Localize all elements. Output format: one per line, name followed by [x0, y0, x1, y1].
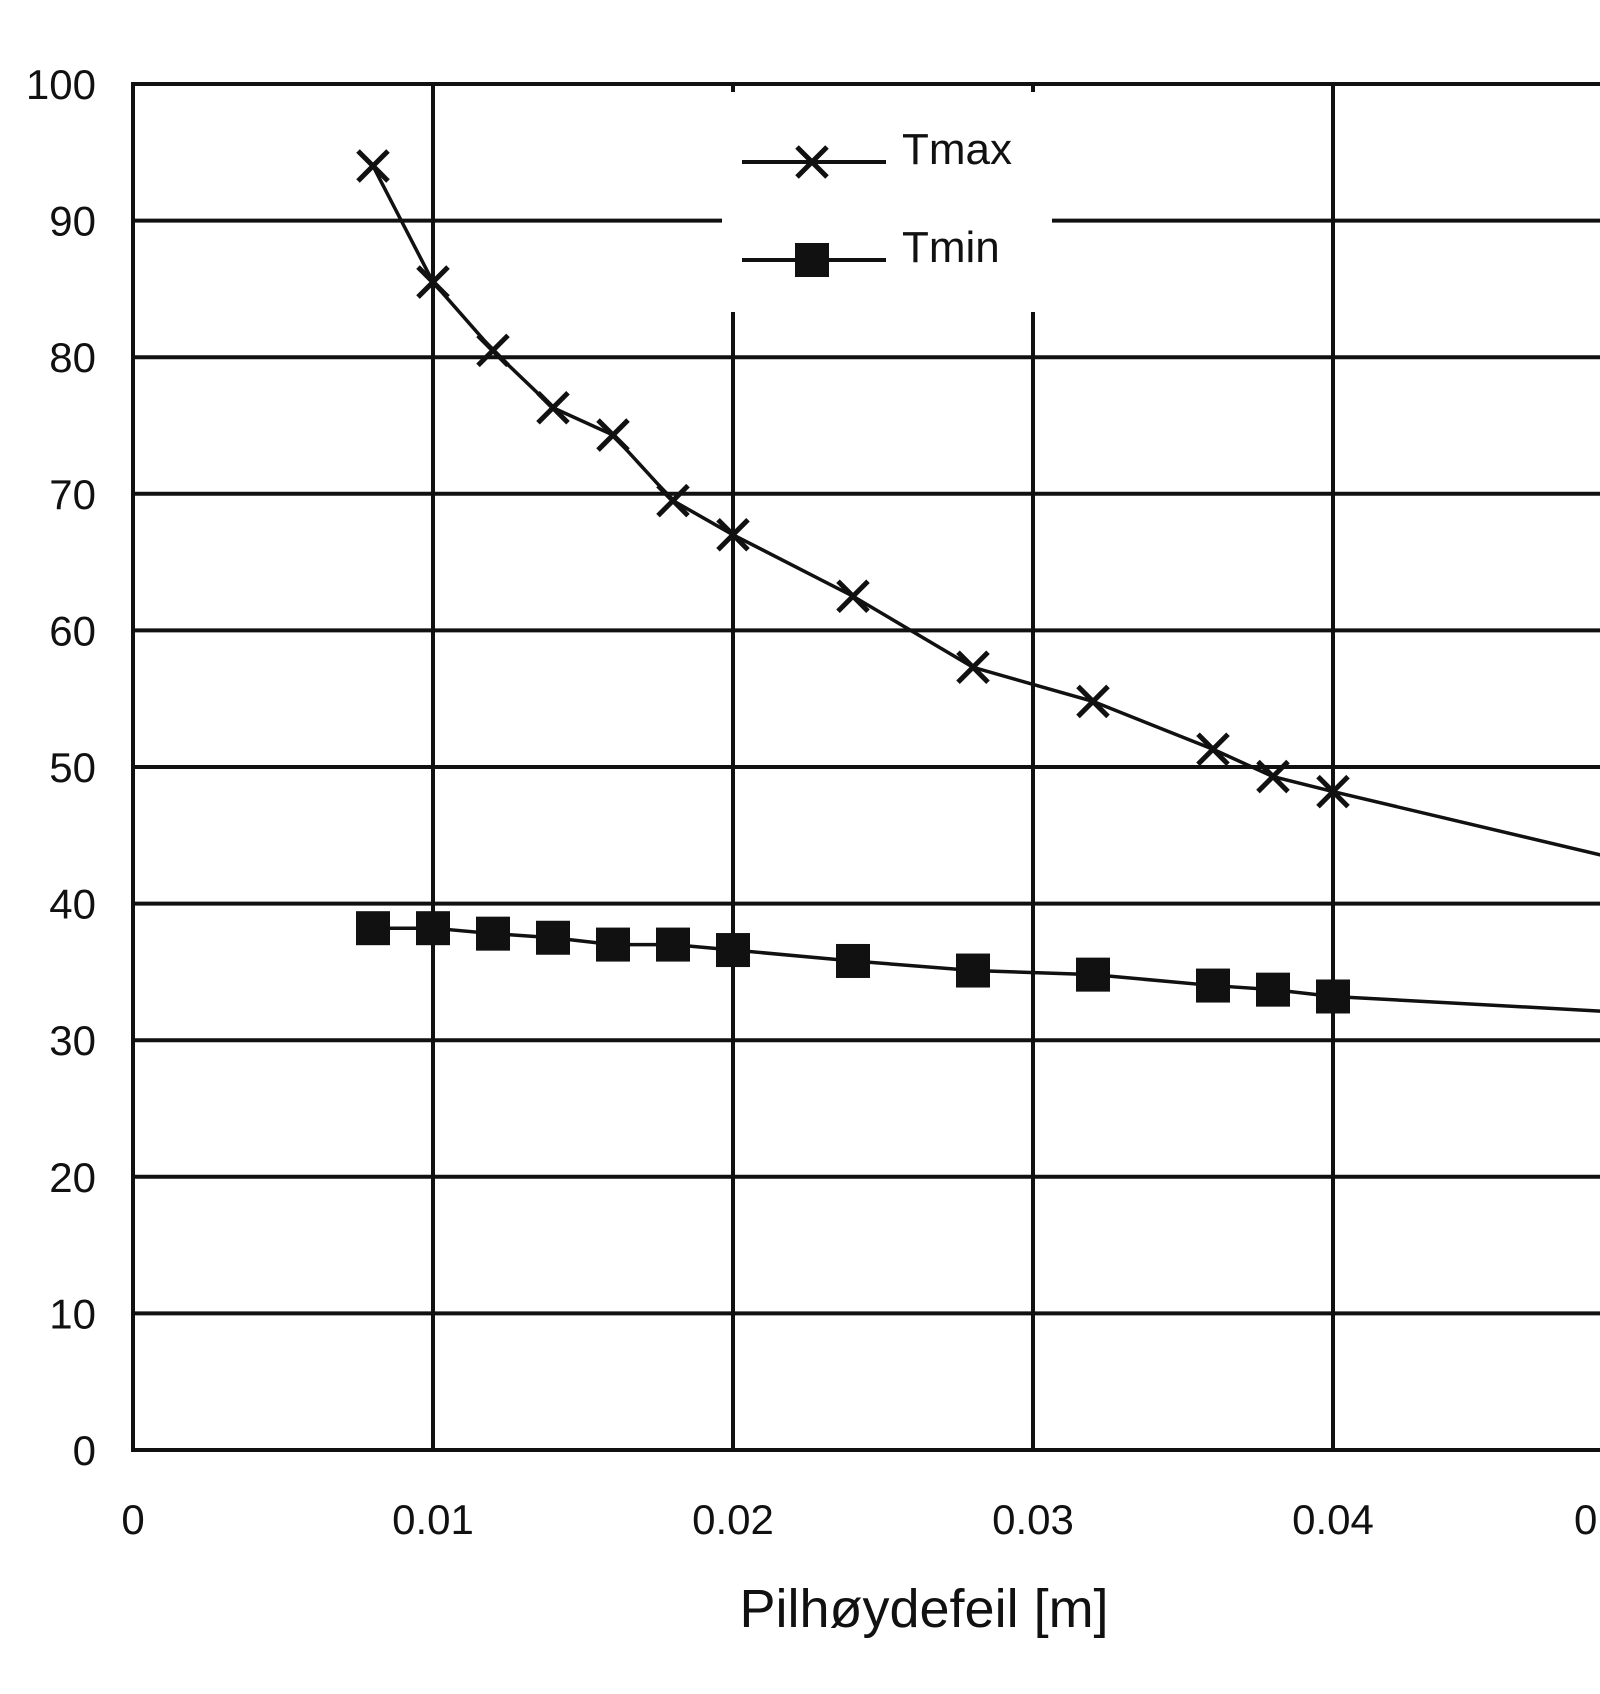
- x-tick-label: 0: [121, 1496, 144, 1543]
- data-point: [356, 911, 390, 946]
- data-point: [656, 927, 690, 962]
- data-point: [1256, 759, 1290, 794]
- legend: Tmax Tmin: [722, 92, 1052, 312]
- data-point: [1076, 684, 1110, 719]
- data-point: [1196, 968, 1230, 1003]
- legend-label: Tmin: [902, 223, 1000, 272]
- legend-marker: [795, 145, 829, 179]
- data-point: [596, 927, 630, 962]
- y-axis-tick-labels: 0 10 20 30 40 50 60 70 80 90 100: [26, 61, 96, 1474]
- y-tick-label: 70: [49, 471, 96, 518]
- data-point: [536, 920, 570, 955]
- y-tick-label: 50: [49, 744, 96, 791]
- y-tick-label: 90: [49, 198, 96, 245]
- y-tick-label: 80: [49, 334, 96, 381]
- data-point: [476, 333, 510, 368]
- y-tick-label: 40: [49, 881, 96, 928]
- x-axis-tick-labels: 0 0.01 0.02 0.03 0.04 0: [121, 1496, 1597, 1543]
- x-tick-label: 0.04: [1292, 1496, 1374, 1543]
- data-point: [536, 390, 570, 425]
- series-Tmax: [356, 149, 1600, 857]
- data-point: [1316, 774, 1350, 809]
- data-point: [416, 265, 450, 299]
- data-point: [716, 518, 750, 552]
- plot-area-border: [131, 82, 1600, 1452]
- data-point: [356, 149, 390, 183]
- y-tick-label: 20: [49, 1154, 96, 1201]
- data-point: [1196, 732, 1230, 767]
- y-tick-label: 10: [49, 1290, 96, 1337]
- legend-box: [722, 92, 1052, 312]
- series-Tmin: [356, 911, 1600, 1014]
- data-point: [716, 933, 750, 968]
- data-point: [416, 911, 450, 946]
- y-tick-label: 30: [49, 1017, 96, 1064]
- x-tick-label: 0.02: [692, 1496, 774, 1543]
- data-point: [1316, 979, 1350, 1014]
- legend-entry-Tmin: Tmin: [742, 223, 1000, 277]
- data-point: [656, 483, 690, 518]
- data-point: [836, 943, 870, 978]
- y-tick-label: 0: [73, 1427, 96, 1474]
- x-tick-label: 0: [1574, 1496, 1597, 1543]
- y-tick-label: 100: [26, 61, 96, 108]
- y-tick-label: 60: [49, 607, 96, 654]
- data-point: [1256, 972, 1290, 1007]
- x-tick-label: 0.03: [992, 1496, 1074, 1543]
- series-layer: [356, 149, 1600, 1014]
- x-axis-label: Pilhøydefeil [m]: [739, 1579, 1108, 1639]
- data-point: [1076, 957, 1110, 992]
- legend-label: Tmax: [902, 125, 1012, 174]
- legend-marker: [795, 243, 829, 277]
- data-point: [956, 953, 990, 988]
- legend-entry-Tmax: Tmax: [742, 125, 1012, 179]
- data-point: [836, 579, 870, 614]
- data-point: [596, 418, 630, 452]
- data-point: [476, 916, 510, 951]
- x-tick-label: 0.01: [392, 1496, 474, 1543]
- data-point: [956, 650, 990, 685]
